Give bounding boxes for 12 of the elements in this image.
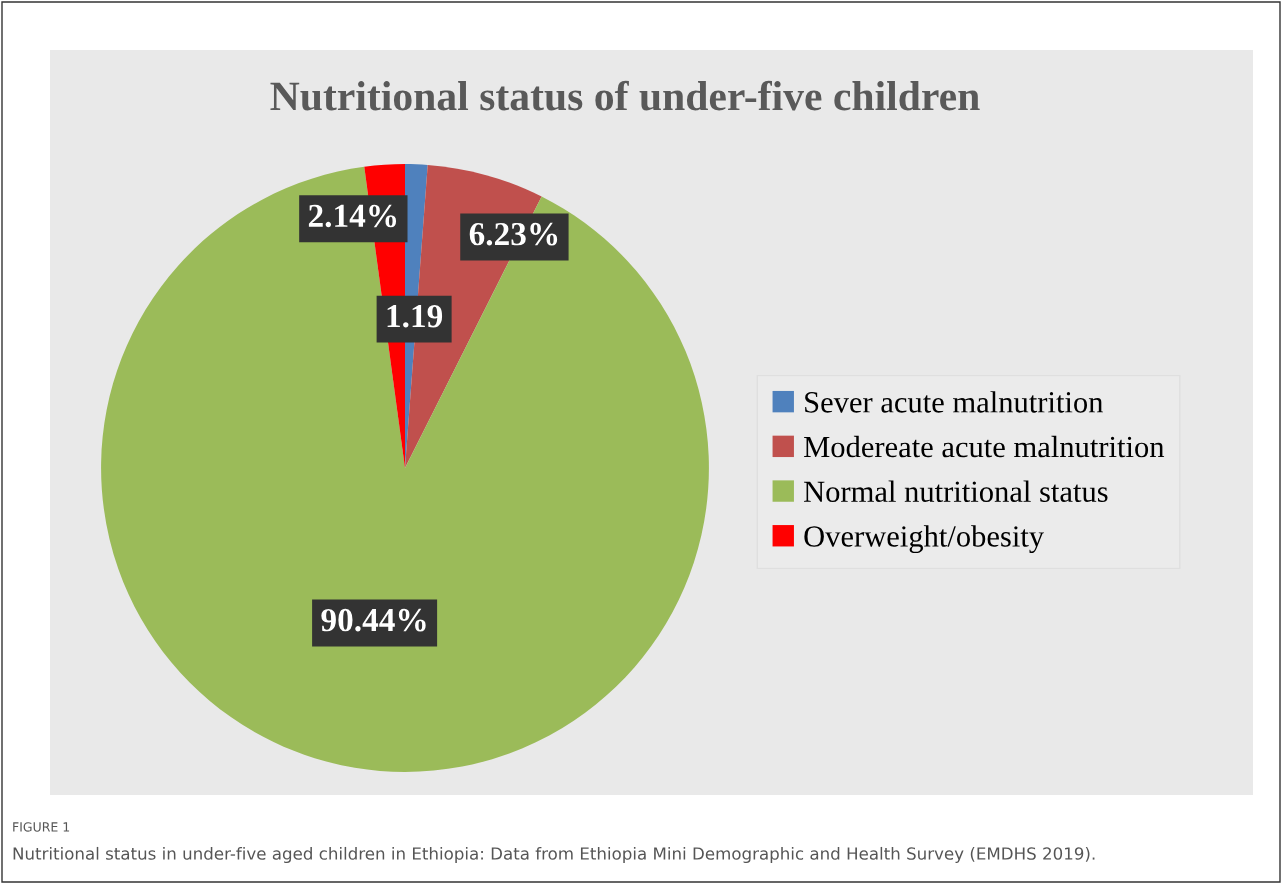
legend-label: Overweight/obesity (804, 525, 1044, 554)
legend-label: Sever acute malnutrition (805, 391, 1104, 413)
data-label: 1.19 (387, 305, 443, 328)
legend-label: Normal nutritional status (803, 480, 1108, 503)
legend-label: Modereate acute malnutrition (803, 435, 1165, 458)
data-label: 2.14% (308, 204, 397, 228)
caption: FIGURE 1 (13, 822, 70, 832)
chart-title: Nutritional status of under-five children (270, 80, 980, 111)
pie-slice (101, 166, 709, 772)
data-label: 6.23% (469, 222, 558, 246)
data-label: 90.44% (321, 608, 426, 632)
text: Nutritional status in under-five aged children in Ethiopia: Data from Ethiopia Mini Demographic and Health Survey (EMDHS 2019). (13, 846, 1095, 864)
